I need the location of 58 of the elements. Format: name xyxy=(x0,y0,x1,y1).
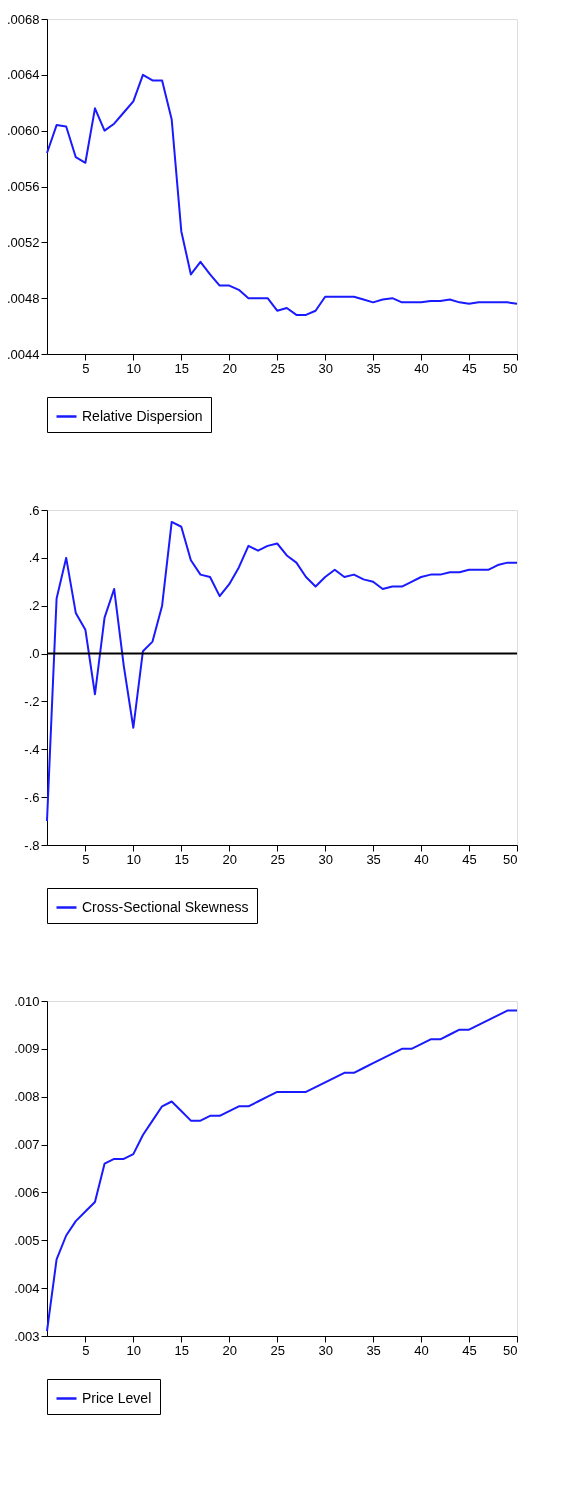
y-tick-label: .003 xyxy=(14,1328,40,1344)
x-tick-label: 5 xyxy=(82,360,90,376)
line-series xyxy=(46,1009,518,1333)
y-tick-label: .4 xyxy=(28,550,40,566)
y-tick-label: .0060 xyxy=(6,123,40,139)
y-tick-label: .0052 xyxy=(6,234,40,250)
x-tick-label: 30 xyxy=(318,1342,333,1358)
x-tick-label: 30 xyxy=(318,360,333,376)
legend-label: Price Level xyxy=(82,1389,152,1406)
y-tick-label: .0056 xyxy=(6,179,40,194)
y-tick-label: .0064 xyxy=(6,67,40,83)
x-tick-label: 10 xyxy=(126,1342,142,1358)
x-tick-label: 15 xyxy=(174,360,190,376)
y-tick-label: .0048 xyxy=(6,290,40,306)
y-tick-label: .0044 xyxy=(6,346,40,362)
x-tick-label: 30 xyxy=(318,851,333,867)
y-tick-label: -.4 xyxy=(24,741,40,757)
x-tick-label: 50 xyxy=(503,1342,518,1358)
y-tick-label: .006 xyxy=(14,1184,40,1200)
x-tick-label: 35 xyxy=(366,1342,381,1358)
y-tick-label: .010 xyxy=(14,993,40,1009)
x-tick-label: 25 xyxy=(270,851,285,867)
y-tick-label: -.2 xyxy=(24,693,40,709)
x-tick-label: 45 xyxy=(462,851,477,867)
x-tick-label: 10 xyxy=(126,360,142,376)
y-tick-label: .0 xyxy=(28,646,40,662)
y-tick-label: .2 xyxy=(28,598,40,614)
legend-label: Relative Dispersion xyxy=(82,407,203,424)
legend-label: Cross-Sectional Skewness xyxy=(82,898,249,915)
y-tick-label: .008 xyxy=(14,1089,40,1105)
x-tick-label: 15 xyxy=(174,1342,190,1358)
x-tick-label: 20 xyxy=(222,851,237,867)
x-tick-label: 35 xyxy=(366,851,381,867)
x-tick-label: 20 xyxy=(222,360,237,376)
x-tick-label: 40 xyxy=(414,1342,429,1358)
y-tick-label: -.8 xyxy=(24,837,40,853)
x-tick-label: 50 xyxy=(503,851,518,867)
x-tick-label: 15 xyxy=(174,851,190,867)
x-tick-label: 10 xyxy=(126,851,142,867)
x-tick-label: 40 xyxy=(414,360,429,376)
y-tick-label: .0068 xyxy=(6,11,40,27)
x-tick-label: 5 xyxy=(82,1342,90,1358)
x-tick-label: 25 xyxy=(270,360,285,376)
x-tick-label: 40 xyxy=(414,851,429,867)
x-tick-label: 20 xyxy=(222,1342,237,1358)
y-tick-label: .005 xyxy=(14,1232,40,1248)
x-tick-label: 5 xyxy=(82,851,90,867)
x-tick-label: 50 xyxy=(503,360,518,376)
x-tick-label: 35 xyxy=(366,360,381,376)
x-tick-label: 45 xyxy=(462,1342,477,1358)
x-tick-label: 45 xyxy=(462,360,477,376)
y-tick-label: .6 xyxy=(28,502,40,518)
y-tick-label: .004 xyxy=(14,1280,40,1296)
y-tick-label: .009 xyxy=(14,1041,40,1057)
x-tick-label: 25 xyxy=(270,1342,285,1358)
line-series xyxy=(46,73,518,316)
y-tick-label: .007 xyxy=(14,1137,40,1153)
y-tick-label: -.6 xyxy=(24,789,40,805)
